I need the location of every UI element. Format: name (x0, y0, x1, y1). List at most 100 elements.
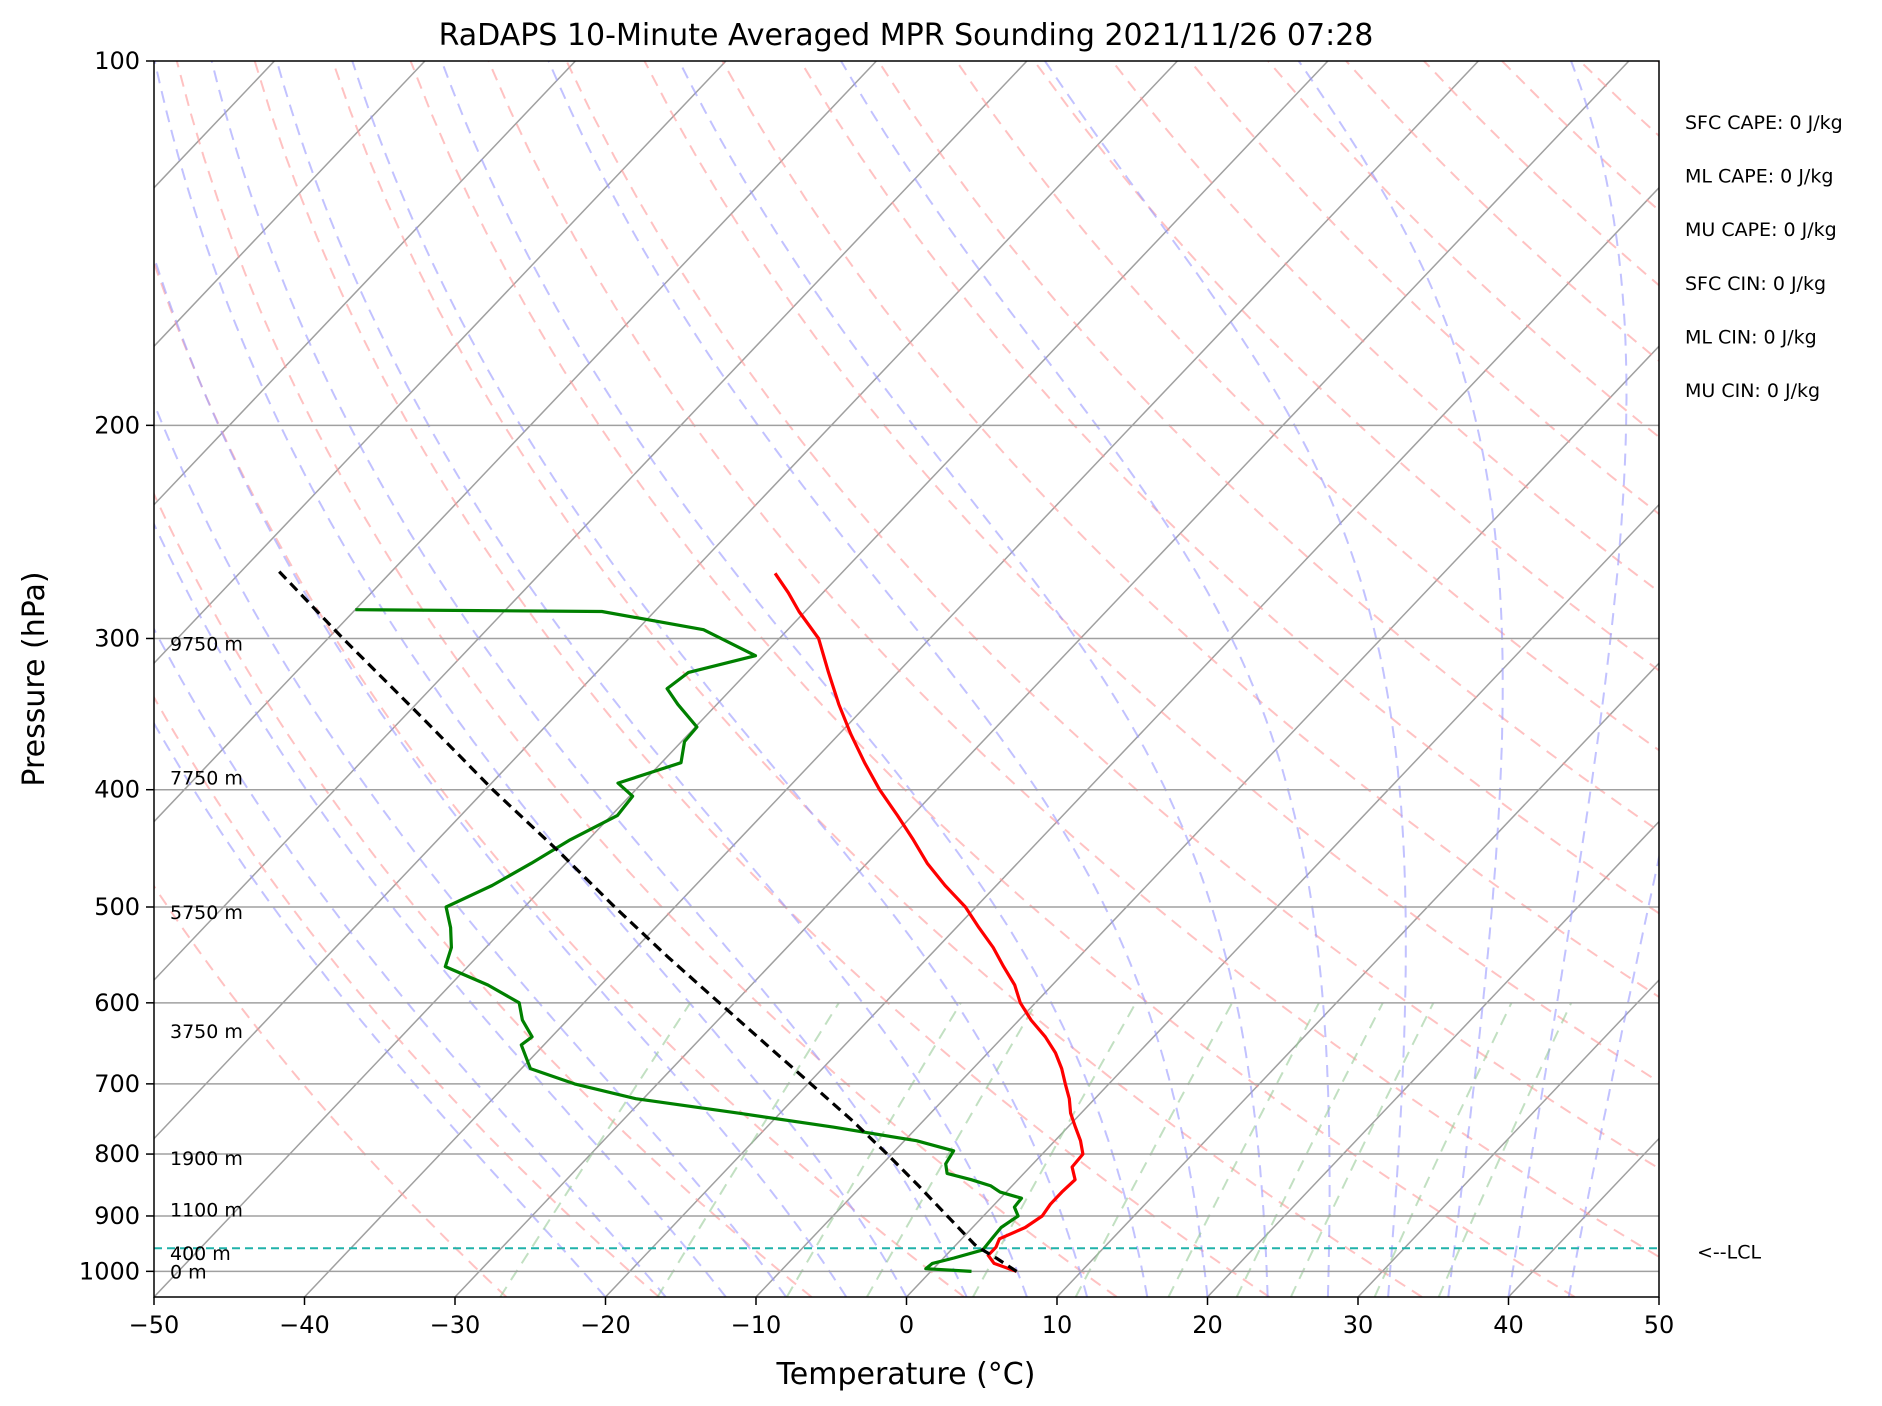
height-label: 9750 m (170, 634, 243, 656)
x-tick-label: 40 (1493, 1311, 1524, 1339)
stability-indices: SFC CAPE: 0 J/kg ML CAPE: 0 J/kg MU CAPE: … (1685, 112, 1843, 402)
isotherm-line (154, 61, 877, 823)
dry-adiabat-line (1033, 61, 1659, 672)
isotherm-line (454, 61, 1630, 1297)
x-tick-label: −50 (129, 1311, 180, 1339)
moist-adiabat-line (1297, 61, 1504, 1297)
dry-adiabat-line (409, 61, 1576, 1297)
moist-adiabat-line (210, 61, 968, 1297)
y-tick-label: 600 (94, 989, 140, 1017)
y-tick-label: 400 (94, 776, 140, 804)
dry-adiabat-line (487, 61, 1659, 1259)
y-tick-label: 1000 (79, 1257, 140, 1285)
isotherm-line (154, 61, 1028, 982)
dewpoint-line (355, 608, 1024, 1273)
dry-adiabat-line (154, 259, 965, 1297)
x-tick-label: 30 (1343, 1311, 1374, 1339)
parcel-line (273, 566, 1018, 1273)
mixing-ratio-line (1289, 1002, 1435, 1297)
background-lines (154, 61, 1659, 1297)
mixing-ratio-line (656, 1002, 840, 1297)
stability-index: ML CAPE: 0 J/kg (1685, 166, 1833, 188)
isotherm-line (154, 61, 1329, 1297)
mixing-ratio-line (1235, 1002, 1384, 1297)
y-tick-label: 800 (94, 1140, 140, 1168)
y-tick-label: 500 (94, 893, 140, 921)
moist-adiabat-line (1567, 852, 1659, 1297)
height-label: 400 m (170, 1243, 231, 1265)
height-label: 1900 m (170, 1148, 243, 1170)
stability-index: SFC CAPE: 0 J/kg (1685, 112, 1843, 134)
y-tick-label: 700 (94, 1070, 140, 1098)
isotherm-line (1507, 1137, 1659, 1297)
moist-adiabat-line (154, 521, 727, 1297)
moist-adiabat-line (154, 400, 787, 1297)
x-tick-label: −10 (731, 1311, 782, 1339)
dry-adiabat-line (154, 491, 813, 1297)
isotherm-line (905, 503, 1659, 1297)
stability-index: ML CIN: 0 J/kg (1685, 326, 1817, 348)
x-axis-label: Temperature (°C) (776, 1357, 1036, 1392)
moist-adiabat-line (1044, 61, 1407, 1297)
moist-adiabat-line (154, 61, 908, 1297)
y-tick-label: 900 (94, 1202, 140, 1230)
isotherm-line (154, 61, 1178, 1140)
dry-adiabat-line (253, 61, 1270, 1297)
height-label: 7750 m (170, 768, 243, 790)
dry-adiabat-line (721, 61, 1659, 999)
x-tick-label: 0 (899, 1311, 914, 1339)
y-axis-label: Pressure (hPa) (17, 571, 52, 786)
height-label: 3750 m (170, 1021, 243, 1043)
y-tick-label: 100 (94, 47, 140, 75)
moist-adiabat-line (351, 61, 1089, 1297)
dry-adiabat-line (175, 61, 1118, 1297)
moist-adiabat-line (547, 61, 1209, 1297)
moist-adiabat-line (154, 626, 667, 1297)
height-label: 1100 m (170, 1200, 243, 1222)
isotherm-line (154, 61, 727, 665)
lcl-label: <--LCL (1697, 1241, 1761, 1263)
moist-adiabat-line (678, 61, 1269, 1297)
isotherm-line (303, 61, 1479, 1297)
moist-adiabat-line (275, 61, 1028, 1297)
isotherm-line (154, 61, 576, 506)
dry-adiabat-line (154, 884, 508, 1297)
isotherm-line (1056, 662, 1659, 1297)
x-tick-label: 10 (1042, 1311, 1073, 1339)
stability-index: MU CIN: 0 J/kg (1685, 380, 1820, 402)
x-tick-label: −30 (430, 1311, 481, 1339)
moist-adiabat-line (154, 253, 848, 1297)
moist-adiabat-line (154, 721, 607, 1297)
stability-index: SFC CIN: 0 J/kg (1685, 273, 1826, 295)
dry-adiabat-line (1501, 61, 1659, 212)
dry-adiabat-line (154, 695, 660, 1297)
mixing-ratio-line (1167, 1002, 1320, 1297)
moist-adiabat-line (840, 61, 1331, 1297)
mixing-ratio-line (1437, 1002, 1573, 1297)
isotherm-line (604, 186, 1659, 1297)
moist-adiabat-line (1507, 61, 1628, 1297)
height-label: 0 m (170, 1261, 207, 1283)
isotherm-line (755, 345, 1659, 1297)
x-tick-label: −40 (279, 1311, 330, 1339)
stability-index: MU CAPE: 0 J/kg (1685, 219, 1837, 241)
y-ticks: 100 200 300 400 500 600 700 800 900 1000 (79, 47, 154, 1285)
x-tick-label: 50 (1644, 1311, 1675, 1339)
x-tick-label: 20 (1192, 1311, 1223, 1339)
y-tick-label: 200 (94, 411, 140, 439)
isotherm-line (1206, 820, 1659, 1297)
sounding-series (273, 566, 1085, 1273)
x-tick-label: −20 (580, 1311, 631, 1339)
chart-title: RaDAPS 10-Minute Averaged MPR Sounding 2… (439, 18, 1374, 53)
mixing-ratio-line (499, 1002, 692, 1297)
dry-adiabat-line (643, 61, 1659, 1084)
height-label: 5750 m (170, 902, 243, 924)
y-tick-label: 300 (94, 624, 140, 652)
dry-adiabat-line (1267, 61, 1659, 439)
lcl-layer: <--LCL (154, 1241, 1761, 1263)
dry-adiabat-line (1579, 61, 1659, 138)
dry-adiabat-line (1657, 61, 1659, 64)
dry-adiabat-line (565, 61, 1659, 1170)
dry-adiabat-line (955, 61, 1659, 752)
